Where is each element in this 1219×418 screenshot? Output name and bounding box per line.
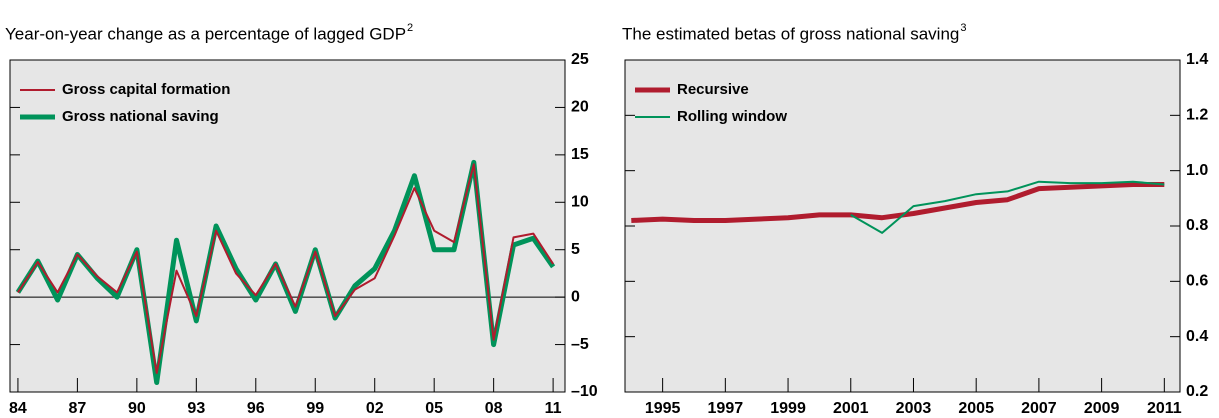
y-tick-label: 1.2 — [1186, 107, 1208, 124]
chart-title: Year-on-year change as a percentage of l… — [5, 24, 406, 43]
x-tick-label: 87 — [68, 400, 86, 417]
y-tick-label: 5 — [571, 241, 580, 258]
legend-label: Recursive — [677, 81, 749, 98]
y-tick-label: –10 — [571, 383, 598, 400]
y-tick-label: –5 — [571, 336, 589, 353]
legend-label: Gross capital formation — [62, 81, 230, 98]
chart-title: The estimated betas of gross national sa… — [622, 24, 959, 43]
x-tick-label: 84 — [9, 400, 27, 417]
x-tick-label: 2001 — [833, 400, 869, 417]
y-tick-label: 25 — [571, 51, 589, 68]
x-tick-label: 93 — [187, 400, 205, 417]
plot-frame — [9, 59, 566, 393]
y-tick-label: 0 — [571, 288, 580, 305]
x-tick-label: 99 — [306, 400, 324, 417]
plot-frame — [624, 59, 1181, 393]
y-tick-label: 1.0 — [1186, 162, 1208, 179]
x-tick-label: 11 — [545, 400, 562, 417]
y-tick-label: 20 — [571, 99, 589, 116]
y-tick-label: 15 — [571, 146, 589, 163]
x-tick-label: 1997 — [708, 400, 744, 417]
x-tick-label: 2007 — [1021, 400, 1057, 417]
y-tick-label: 10 — [571, 194, 589, 211]
x-tick-label: 2003 — [896, 400, 932, 417]
legend-label: Rolling window — [677, 108, 787, 125]
x-tick-label: 96 — [247, 400, 265, 417]
y-tick-label: 0.4 — [1186, 328, 1208, 345]
x-tick-label: 2009 — [1084, 400, 1120, 417]
x-tick-label: 05 — [425, 400, 443, 417]
title-footnote: 3 — [960, 22, 966, 34]
legend-label: Gross national saving — [62, 108, 219, 125]
x-tick-label: 2005 — [958, 400, 994, 417]
plot-area — [10, 60, 565, 392]
y-tick-label: 0.2 — [1186, 383, 1208, 400]
y-tick-label: 1.4 — [1186, 51, 1208, 68]
series-line — [631, 182, 1165, 223]
x-tick-label: 02 — [366, 400, 384, 417]
x-tick-label: 1999 — [770, 400, 806, 417]
x-tick-label: 90 — [128, 400, 146, 417]
y-tick-label: 0.6 — [1186, 273, 1208, 290]
y-tick-label: 0.8 — [1186, 217, 1208, 234]
series-line — [850, 180, 1165, 234]
x-tick-label: 1995 — [645, 400, 681, 417]
x-tick-label: 08 — [485, 400, 503, 417]
title-footnote: 2 — [407, 22, 413, 34]
x-tick-label: 2011 — [1147, 400, 1182, 417]
series-line — [17, 163, 554, 374]
plot-area — [625, 60, 1180, 392]
